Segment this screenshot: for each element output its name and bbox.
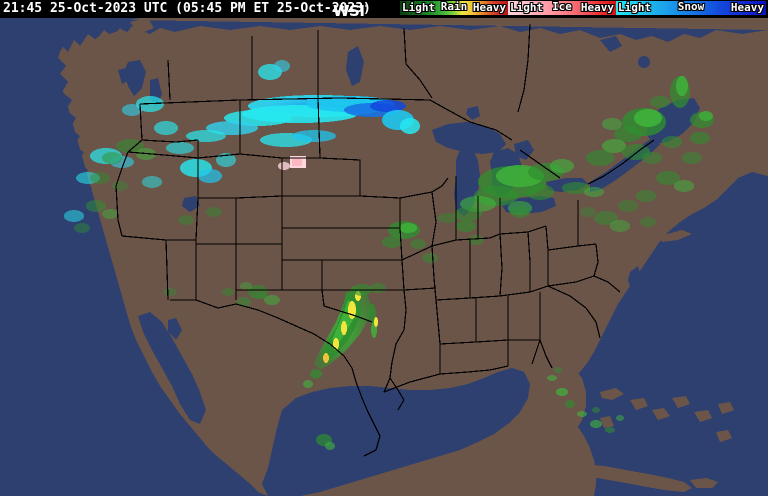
legend-snow-gradient [616, 1, 766, 15]
rain-echo-southern-plains [303, 283, 386, 450]
rain-echo-central-plains [74, 200, 530, 307]
legend-ice-title: Ice [552, 0, 572, 13]
legend-rain-light-label: Light [402, 1, 436, 14]
legend-ice[interactable]: Light Ice Heavy [508, 0, 616, 15]
timestamp-label: 21:45 25-Oct-2023 UTC (05:45 PM ET 25-Oc… [3, 1, 371, 16]
registered-mark-icon: ° [364, 4, 368, 12]
legend-snow[interactable]: Light Snow Heavy [616, 0, 766, 15]
header-bar: 21:45 25-Oct-2023 UTC (05:45 PM ET 25-Oc… [0, 0, 768, 20]
wsi-logo-text: WSI [333, 2, 365, 20]
snow-echo-northern-plains [166, 60, 420, 154]
ice-echo-south-dakota [278, 156, 306, 170]
legend-ice-gradient [508, 1, 616, 15]
rain-echo-florida [547, 367, 624, 433]
snow-echo-pacific-northwest [64, 96, 236, 222]
political-borders-layer [115, 23, 655, 457]
rain-echo-great-lakes [438, 159, 604, 223]
legend-ice-light-label: Light [510, 1, 544, 14]
legend-snow-heavy-label: Heavy [730, 1, 764, 14]
rain-echo-southwest [222, 282, 267, 299]
legend-snow-title: Snow [677, 0, 705, 13]
legend-rain-title: Rain [440, 0, 468, 13]
land-layer [0, 18, 768, 496]
rain-echo-northeast [580, 76, 714, 232]
legend-rain-heavy-label: Heavy [472, 1, 506, 14]
legend-snow-light-label: Light [618, 1, 652, 14]
legend-rain-gradient [400, 1, 508, 15]
legend-rain[interactable]: Light Rain Heavy [400, 0, 508, 15]
legend-ice-heavy-label: Heavy [580, 1, 614, 14]
precipitation-layer [64, 60, 714, 450]
wsi-logo: WSI° [333, 0, 368, 20]
